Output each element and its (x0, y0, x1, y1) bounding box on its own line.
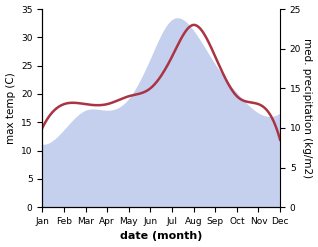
X-axis label: date (month): date (month) (120, 231, 203, 242)
Y-axis label: med. precipitation (kg/m2): med. precipitation (kg/m2) (302, 38, 313, 178)
Y-axis label: max temp (C): max temp (C) (5, 72, 16, 144)
